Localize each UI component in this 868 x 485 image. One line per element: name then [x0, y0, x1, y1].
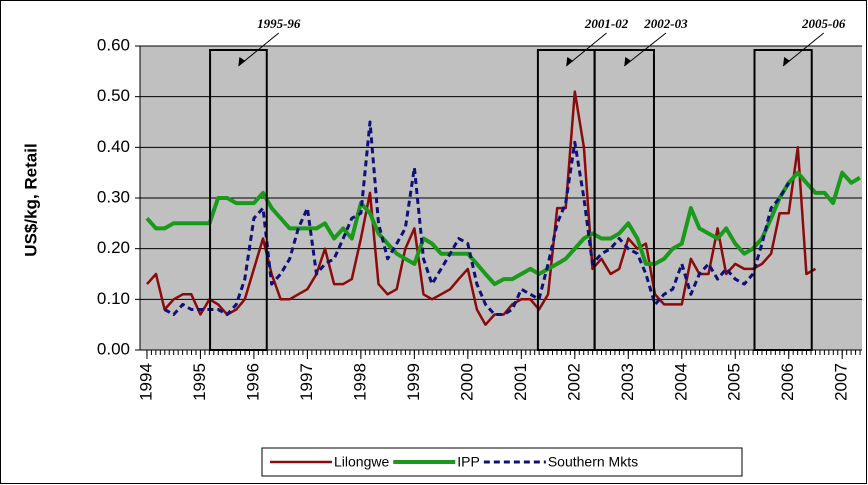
x-tick-label: 2001 — [511, 363, 530, 401]
x-tick-label: 2007 — [832, 363, 851, 401]
period-label: 2002-03 — [643, 16, 688, 31]
legend-box — [261, 447, 743, 477]
y-axis-label: US$/kg, Retail — [21, 143, 40, 256]
y-tick-label: 0.00 — [97, 339, 130, 358]
x-tick-label: 1996 — [243, 363, 262, 401]
y-tick-label: 0.10 — [97, 289, 130, 308]
x-tick-label: 1995 — [190, 363, 209, 401]
series-line — [146, 90, 817, 326]
x-tick-label: 2003 — [618, 363, 637, 401]
x-tick-label: 1997 — [297, 363, 316, 401]
y-tick-label: 0.20 — [97, 238, 130, 257]
legend-label: Lilongwe — [334, 454, 389, 470]
period-arrow — [623, 32, 667, 67]
period-arrowhead — [238, 57, 246, 66]
x-tick-label: 1994 — [136, 363, 155, 401]
period-label: 2001-02 — [584, 16, 629, 31]
y-tick-label: 0.30 — [97, 187, 130, 206]
y-tick-label: 0.40 — [97, 137, 130, 156]
period-box — [593, 49, 655, 351]
series-line — [163, 120, 790, 316]
x-tick-label: 2002 — [564, 363, 583, 401]
x-tick-label: 1999 — [404, 363, 423, 401]
y-tick-label: 0.60 — [97, 35, 130, 54]
period-arrow — [238, 32, 280, 67]
x-tick-label: 2000 — [457, 363, 476, 401]
period-arrow — [782, 32, 825, 67]
period-arrowhead — [566, 57, 574, 66]
x-tick-label: 2005 — [725, 363, 744, 401]
x-tick-label: 2006 — [778, 363, 797, 401]
period-box — [753, 49, 813, 351]
period-box — [209, 49, 268, 351]
period-label: 1995-96 — [257, 16, 301, 31]
period-arrow — [565, 32, 607, 67]
legend-label: Southern Mkts — [548, 454, 638, 470]
period-label: 2005-06 — [801, 16, 846, 31]
period-arrowhead — [624, 57, 632, 66]
legend-label: IPP — [457, 454, 480, 470]
x-tick-label: 2004 — [671, 363, 690, 401]
y-tick-label: 0.50 — [97, 86, 130, 105]
period-arrowhead — [783, 57, 791, 66]
x-tick-label: 1998 — [350, 363, 369, 401]
